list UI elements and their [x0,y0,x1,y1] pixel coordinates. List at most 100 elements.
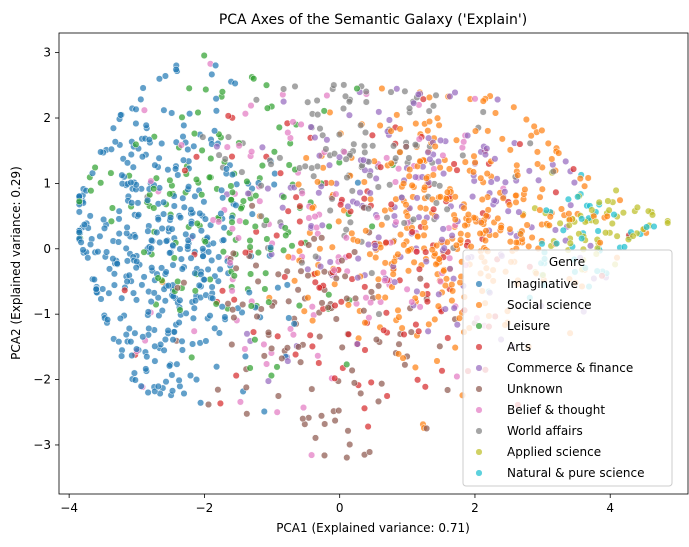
scatter-point [433,114,442,122]
scatter-point [340,81,348,89]
scatter-point [366,195,375,203]
scatter-point [448,232,456,240]
scatter-point [162,268,170,276]
scatter-point [150,289,158,297]
scatter-point [115,207,123,215]
scatter-point [359,156,367,164]
scatter-point [450,275,458,283]
scatter-points [75,51,672,462]
scatter-point [422,174,430,182]
scatter-point [103,248,111,256]
scatter-point [444,386,452,394]
scatter-point [525,167,533,175]
scatter-point [161,297,169,305]
scatter-point [132,105,140,113]
scatter-point [260,352,268,360]
scatter-point [433,357,441,365]
scatter-point [298,189,306,197]
scatter-point [362,88,370,96]
scatter-point [109,124,117,132]
scatter-point [107,217,115,225]
scatter-point [439,151,447,159]
scatter-point [230,314,238,322]
scatter-point [498,135,506,143]
x-axis-label: PCA1 (Explained variance: 0.71) [276,521,470,535]
scatter-point [403,285,411,293]
scatter-point [455,314,463,322]
scatter-point [464,211,472,219]
scatter-point [341,272,349,280]
scatter-point [452,241,460,249]
chart-title: PCA Axes of the Semantic Galaxy ('Explai… [219,12,527,28]
scatter-point [273,408,281,416]
scatter-point [325,161,334,169]
scatter-point [228,171,236,179]
scatter-point [202,337,210,345]
scatter-point [504,207,512,215]
scatter-point [123,223,131,231]
scatter-point [110,270,118,278]
scatter-point [501,188,509,196]
scatter-point [176,306,184,314]
scatter-point [343,294,351,303]
scatter-point [450,304,458,312]
scatter-point [222,165,230,173]
scatter-point [116,314,124,322]
scatter-point [216,399,224,407]
scatter-point [405,154,413,162]
scatter-point [178,265,186,273]
scatter-point [152,174,160,182]
scatter-point [200,51,208,60]
scatter-point [322,145,330,153]
scatter-point [187,220,195,228]
scatter-point [297,239,305,247]
scatter-point [324,303,332,311]
scatter-point [330,150,339,158]
y-tick-label: −3 [33,438,51,452]
scatter-point [416,204,424,212]
scatter-point [534,160,542,168]
scatter-point [342,155,350,163]
scatter-point [457,230,465,238]
scatter-point [367,378,375,386]
scatter-point [345,98,353,106]
scatter-point [513,161,521,169]
scatter-point [250,75,258,83]
scatter-point [479,97,487,105]
scatter-point [246,364,254,372]
scatter-point [456,278,464,287]
scatter-point [175,319,183,327]
scatter-point [396,148,404,156]
scatter-point [232,372,240,380]
scatter-point [369,142,377,150]
scatter-point [107,145,115,153]
scatter-point [516,140,524,148]
scatter-point [267,243,275,252]
scatter-point [247,270,255,278]
scatter-point [629,232,637,240]
scatter-point [144,388,152,397]
scatter-point [453,321,461,329]
scatter-point [318,221,326,229]
scatter-point [325,291,333,299]
scatter-point [128,199,136,207]
scatter-point [166,249,174,257]
legend-title: Genre [549,255,585,269]
scatter-point [339,104,348,113]
scatter-point [411,141,419,149]
scatter-point [414,90,422,98]
scatter-point [109,255,117,263]
x-tick-label: 2 [471,501,479,515]
scatter-point [241,110,249,118]
scatter-point [376,121,384,130]
scatter-point [197,270,205,278]
scatter-point [211,324,219,332]
scatter-point [366,171,374,180]
scatter-point [235,142,243,150]
scatter-point [315,189,323,197]
scatter-point [174,277,182,286]
scatter-point [199,133,207,141]
scatter-point [188,353,196,361]
scatter-point [220,236,228,244]
scatter-point [318,299,326,307]
